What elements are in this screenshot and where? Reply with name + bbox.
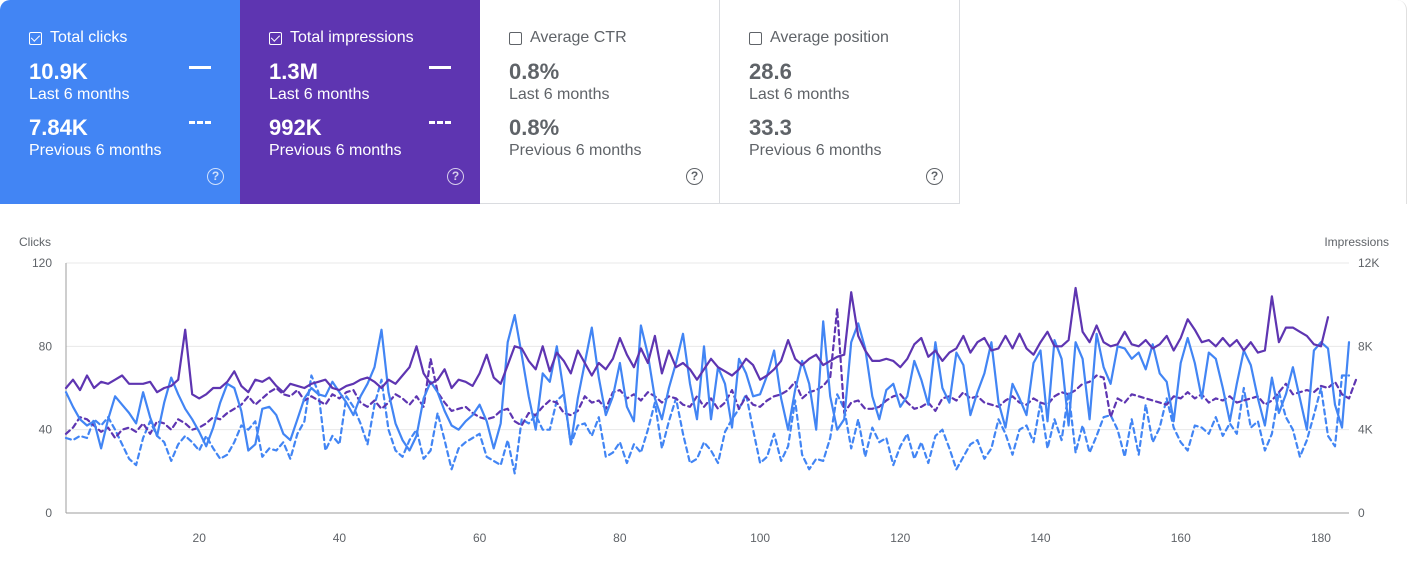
- series-lines: [64, 286, 1358, 475]
- help-circle-icon[interactable]: ?: [447, 168, 464, 185]
- previous-value: 7.84K: [29, 115, 88, 140]
- axis-ticks: 0 0 40 4K 80 8K 120 12K 20 40 60 80 100 120 140 160 180: [32, 256, 1379, 545]
- current-period-label: Last 6 months: [269, 86, 370, 103]
- x-axis-tick-label: 120: [890, 531, 910, 545]
- total-clicks-card[interactable]: Total clicks 10.9K Last 6 months 7.84K P…: [0, 0, 240, 204]
- right-axis-tick-label: 4K: [1358, 423, 1373, 437]
- series-line-impressions-previous: [64, 307, 1358, 440]
- solid-line-legend-icon: [429, 66, 451, 69]
- total-clicks-header[interactable]: Total clicks: [29, 29, 127, 47]
- current-period-label: Last 6 months: [749, 86, 850, 103]
- left-axis-tick-label: 120: [32, 256, 52, 270]
- series-line-clicks-current: [64, 313, 1351, 452]
- x-axis-tick-label: 140: [1031, 531, 1051, 545]
- previous-value: 0.8%: [509, 115, 560, 140]
- previous-period-label: Previous 6 months: [29, 142, 162, 159]
- previous-value: 33.3: [749, 115, 792, 140]
- total-impressions-header[interactable]: Total impressions: [269, 29, 414, 47]
- current-value: 10.9K: [29, 59, 88, 84]
- x-axis-tick-label: 100: [750, 531, 770, 545]
- previous-value: 992K: [269, 115, 322, 140]
- series-line-clicks-previous: [64, 374, 1351, 475]
- x-axis-tick-label: 20: [193, 531, 207, 545]
- right-axis-tick-label: 12K: [1358, 256, 1379, 270]
- left-axis-tick-label: 40: [39, 423, 53, 437]
- card-label: Average position: [770, 29, 889, 46]
- checkbox-unchecked-icon[interactable]: [509, 31, 522, 45]
- left-axis-tick-label: 80: [39, 339, 53, 353]
- dashed-line-legend-icon: [189, 121, 211, 124]
- previous-period-label: Previous 6 months: [269, 142, 402, 159]
- previous-period-label: Previous 6 months: [509, 142, 642, 159]
- card-row-empty-area: [961, 0, 1407, 204]
- total-impressions-card[interactable]: Total impressions 1.3M Last 6 months 992…: [240, 0, 480, 204]
- average-ctr-header[interactable]: Average CTR: [509, 29, 627, 47]
- current-value: 1.3M: [269, 59, 318, 84]
- card-label: Average CTR: [530, 29, 627, 46]
- x-axis-tick-label: 60: [473, 531, 487, 545]
- x-axis-tick-label: 160: [1171, 531, 1191, 545]
- dashed-line-legend-icon: [429, 121, 451, 124]
- checkbox-unchecked-icon[interactable]: [749, 31, 762, 45]
- right-axis-tick-label: 8K: [1358, 339, 1373, 353]
- help-circle-icon[interactable]: ?: [926, 168, 943, 185]
- card-label: Total clicks: [50, 29, 128, 46]
- average-ctr-card[interactable]: Average CTR 0.8% Last 6 months 0.8% Prev…: [480, 0, 720, 204]
- help-circle-icon[interactable]: ?: [686, 168, 703, 185]
- series-line-impressions-current: [64, 286, 1330, 400]
- solid-line-legend-icon: [189, 66, 211, 69]
- right-axis-tick-label: 0: [1358, 506, 1365, 520]
- previous-period-label: Previous 6 months: [749, 142, 882, 159]
- x-axis-tick-label: 40: [333, 531, 347, 545]
- x-axis-tick-label: 80: [613, 531, 627, 545]
- performance-chart: Clicks Impressions 0 0 40 4K 80 8K 120 12K 20 40 6…: [19, 235, 1389, 545]
- left-axis-title: Clicks: [19, 235, 51, 249]
- current-period-label: Last 6 months: [509, 86, 610, 103]
- checkbox-checked-icon[interactable]: [29, 31, 42, 45]
- card-label: Total impressions: [290, 29, 414, 46]
- current-value: 0.8%: [509, 59, 560, 84]
- checkbox-checked-icon[interactable]: [269, 31, 282, 45]
- left-axis-tick-label: 0: [45, 506, 52, 520]
- metric-cards: Total clicks 10.9K Last 6 months 7.84K P…: [0, 0, 961, 204]
- average-position-card[interactable]: Average position 28.6 Last 6 months 33.3…: [720, 0, 960, 204]
- average-position-header[interactable]: Average position: [749, 29, 889, 47]
- right-axis-title: Impressions: [1324, 235, 1389, 249]
- current-value: 28.6: [749, 59, 792, 84]
- help-circle-icon[interactable]: ?: [207, 168, 224, 185]
- x-axis-tick-label: 180: [1311, 531, 1331, 545]
- current-period-label: Last 6 months: [29, 86, 130, 103]
